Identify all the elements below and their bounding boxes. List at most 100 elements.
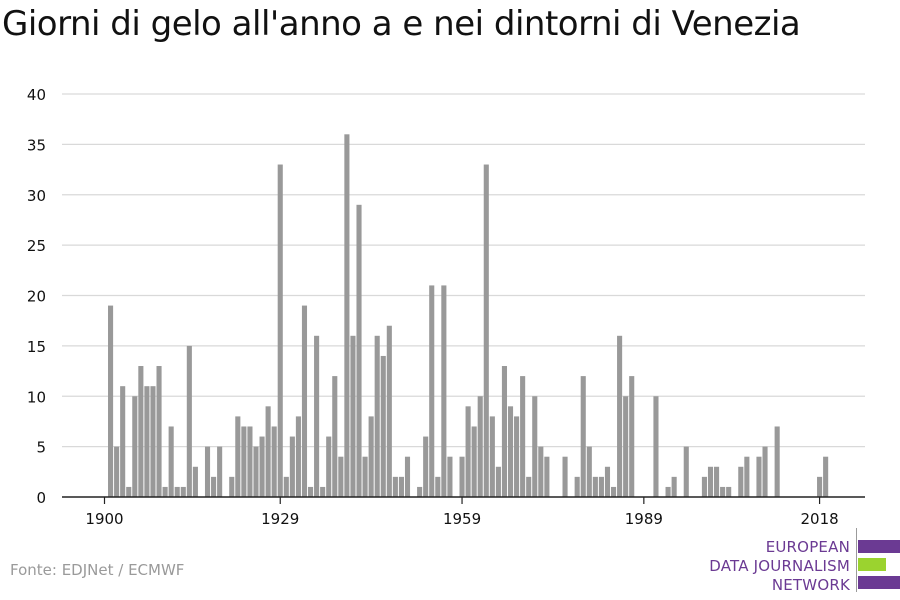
bar [477,396,483,497]
x-tick-label: 1989 [625,510,663,528]
bar [368,416,374,497]
bar [204,446,211,498]
bar [271,426,277,497]
bar [774,426,780,497]
bar [592,476,598,497]
edjnet-logo: EUROPEAN DATA JOURNALISM NETWORK [700,528,900,596]
y-tick-label: 0 [36,489,46,507]
bar [544,456,550,497]
bar [307,486,314,497]
bar [326,436,332,497]
bar [423,436,429,497]
bar [720,486,726,497]
logo-bar-purple-top [858,540,900,553]
bar [707,466,714,497]
bar [756,456,762,497]
bar [580,376,586,497]
bar [823,456,829,497]
bar [604,466,611,497]
bar [471,426,477,497]
y-tick-label: 15 [27,338,46,356]
source-note: Fonte: EDJNet / ECMWF [10,561,185,579]
bar [629,376,635,497]
bar [465,406,471,497]
bar [617,335,623,497]
bar [229,476,235,497]
bar [301,305,308,497]
bar [289,436,295,497]
bar [295,416,301,497]
y-tick-label: 35 [27,136,46,154]
y-tick-label: 30 [27,187,46,205]
bar [392,476,398,497]
logo-bar-purple-bottom [858,576,900,589]
x-tick-label: 2018 [800,510,838,528]
logo-divider [856,528,857,592]
y-tick-label: 10 [27,388,46,406]
bar [350,335,356,497]
bar [404,456,411,497]
chart-title: Giorni di gelo all'anno a e nei dintorni… [2,4,801,44]
bar [144,386,150,497]
bar [156,366,162,497]
bar [138,366,144,497]
y-tick-label: 5 [36,439,46,457]
logo-line-1: EUROPEAN [765,538,850,556]
x-tick-label: 1929 [261,510,299,528]
x-tick-label: 1900 [85,510,123,528]
logo-line-3: NETWORK [771,576,850,594]
bar [598,476,604,497]
bar [526,476,532,497]
bar [253,446,259,498]
bar [126,486,132,497]
bar [265,406,271,497]
bar [380,355,386,497]
bar [623,396,629,497]
bar [259,436,265,497]
y-tick-label: 20 [27,288,46,306]
bar [398,476,404,497]
bar [520,376,526,497]
bar [338,456,344,497]
bar [459,456,465,497]
bar [441,285,447,497]
bar [610,486,617,497]
bar [247,426,253,497]
logo-bar-green [858,558,886,571]
bar [417,486,423,497]
bar [489,416,495,497]
bar [495,466,501,497]
bar [386,325,392,497]
bar [114,446,120,498]
bar [586,446,592,498]
y-tick-label: 25 [27,237,46,255]
x-tick-label: 1959 [443,510,481,528]
bar [241,426,247,497]
bar [683,446,689,498]
bar [538,446,544,498]
bar [120,386,126,497]
bar [671,476,677,497]
bar [217,446,223,498]
bar [186,345,192,498]
bar [726,486,732,497]
bar [168,426,174,497]
bar [447,456,453,497]
bar [762,446,768,498]
bar [332,376,338,497]
bar [665,486,671,497]
logo-line-2: DATA JOURNALISM [709,557,850,575]
bar [744,456,750,497]
bar [344,134,350,498]
bar [507,406,514,497]
bar [701,476,707,497]
bar [180,486,186,497]
bar [514,416,520,497]
bar [714,466,720,497]
bar [435,476,441,497]
bar [162,486,168,497]
bar [653,396,659,497]
y-tick-label: 40 [27,86,46,104]
bar [483,164,489,497]
bar [356,204,362,497]
